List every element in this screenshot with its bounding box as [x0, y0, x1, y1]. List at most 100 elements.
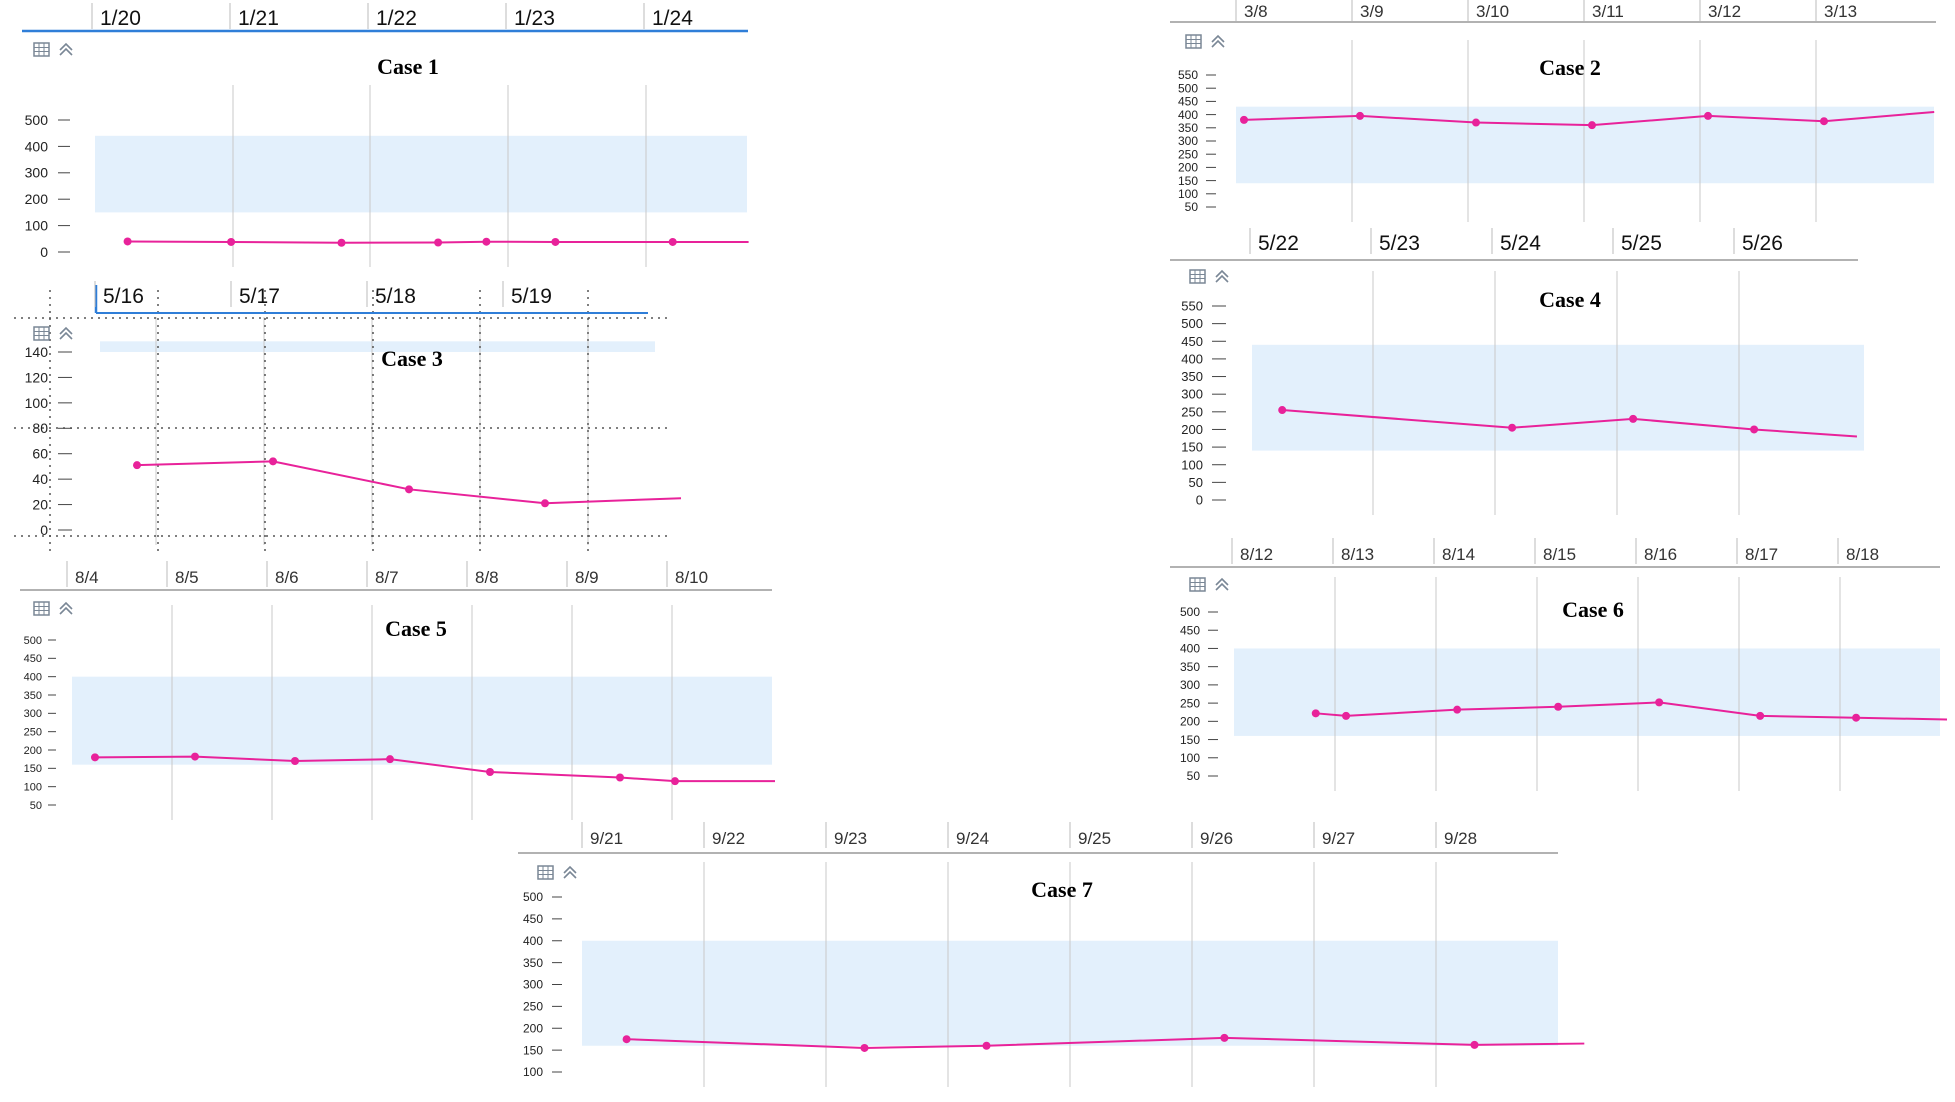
- table-icon[interactable]: [33, 326, 50, 341]
- case-1-data-point[interactable]: [227, 237, 236, 246]
- collapse-icon[interactable]: [563, 865, 577, 879]
- case-1-data-point[interactable]: [482, 237, 491, 246]
- case-2-data-point[interactable]: [1820, 117, 1828, 126]
- case-5-data-point[interactable]: [616, 773, 624, 782]
- case-4-data-point[interactable]: [1508, 423, 1517, 432]
- case-2-date-label: 3/10: [1476, 2, 1509, 21]
- case-5-data-point[interactable]: [291, 757, 299, 765]
- table-icon[interactable]: [33, 601, 50, 616]
- table-icon[interactable]: [33, 42, 50, 57]
- case-7-data-point[interactable]: [1220, 1033, 1229, 1042]
- case-6-date-label: 8/12: [1240, 545, 1273, 564]
- case-7-data-point[interactable]: [860, 1043, 869, 1052]
- case-3-date-label: 5/16: [103, 285, 144, 308]
- case-7-y-tick-label: 200: [523, 1021, 543, 1035]
- case-3-y-tick-label: 60: [32, 446, 48, 462]
- case-5-data-point[interactable]: [671, 777, 679, 786]
- case-4-y-tick-label: 300: [1181, 387, 1203, 402]
- table-icon[interactable]: [1185, 34, 1202, 49]
- case-2-data-point[interactable]: [1472, 118, 1480, 127]
- case-7-data-point[interactable]: [1470, 1040, 1479, 1049]
- collapse-icon[interactable]: [59, 42, 73, 56]
- case-6-y-tick-label: 50: [1187, 769, 1201, 783]
- collapse-icon[interactable]: [1215, 269, 1229, 283]
- case-1-date-label: 1/20: [100, 7, 141, 30]
- case-5-data-point[interactable]: [191, 752, 199, 761]
- case-1-y-tick-label: 100: [25, 218, 49, 234]
- table-icon[interactable]: [33, 326, 50, 341]
- case-1-data-point[interactable]: [123, 237, 132, 246]
- case-1-date-label: 1/24: [652, 7, 693, 30]
- table-icon[interactable]: [537, 865, 554, 880]
- case-3-data-point[interactable]: [541, 499, 549, 508]
- case-2-data-point[interactable]: [1356, 111, 1364, 120]
- case-2-y-tick-label: 450: [1178, 95, 1198, 109]
- case-6-data-point[interactable]: [1342, 711, 1351, 720]
- case-6-data-point[interactable]: [1756, 711, 1765, 720]
- collapse-icon[interactable]: [59, 601, 73, 615]
- case-7-y-tick-label: 250: [523, 1000, 543, 1014]
- table-icon[interactable]: [33, 42, 50, 57]
- case-4-y-tick-label: 0: [1196, 493, 1203, 508]
- table-icon[interactable]: [1189, 577, 1206, 592]
- case-6-data-point[interactable]: [1655, 698, 1664, 707]
- table-icon[interactable]: [1189, 577, 1206, 592]
- case-7-data-point[interactable]: [982, 1041, 991, 1050]
- case-2-y-tick-label: 50: [1185, 200, 1199, 214]
- case-2-data-point[interactable]: [1240, 115, 1248, 124]
- table-icon[interactable]: [537, 865, 554, 880]
- case-2-data-point[interactable]: [1704, 111, 1712, 120]
- case-2-data-point[interactable]: [1588, 121, 1596, 130]
- case-2-date-label: 3/11: [1592, 2, 1624, 21]
- case-3-data-point[interactable]: [133, 461, 141, 470]
- case-2-y-tick-label: 350: [1178, 121, 1198, 135]
- case-6-data-point[interactable]: [1311, 709, 1320, 718]
- case-4-data-point[interactable]: [1750, 425, 1759, 434]
- case-1-y-tick-label: 400: [25, 138, 49, 154]
- case-4-date-label: 5/22: [1258, 232, 1299, 255]
- case-5-data-point[interactable]: [386, 755, 394, 764]
- case-5-y-tick-label: 250: [24, 727, 42, 739]
- case-1-data-point[interactable]: [337, 238, 346, 247]
- case-3-data-point[interactable]: [269, 457, 277, 466]
- case-2-title: Case 2: [1539, 55, 1601, 80]
- case-2-date-label: 3/13: [1824, 2, 1857, 21]
- case-2-target-band: [1236, 106, 1934, 184]
- case-6-data-point[interactable]: [1852, 713, 1861, 722]
- collapse-icon[interactable]: [1211, 34, 1225, 48]
- case-1-data-point[interactable]: [551, 237, 560, 246]
- table-icon[interactable]: [33, 601, 50, 616]
- case-7-panel: 9/21 9/22 9/23 9/24 9/25 9/26 9/27 9/28 Case 7 10…: [518, 822, 1585, 1087]
- case-6-y-tick-label: 150: [1180, 733, 1200, 747]
- table-icon[interactable]: [1185, 34, 1202, 49]
- table-icon[interactable]: [1189, 269, 1206, 284]
- case-1-date-label: 1/21: [238, 7, 279, 30]
- case-4-date-label: 5/23: [1379, 232, 1420, 255]
- case-1-data-point[interactable]: [668, 237, 677, 246]
- table-icon[interactable]: [1189, 269, 1206, 284]
- case-4-y-tick-label: 200: [1181, 422, 1203, 437]
- case-5-data-point[interactable]: [486, 768, 494, 776]
- collapse-icon[interactable]: [59, 326, 73, 340]
- case-6-data-point[interactable]: [1453, 705, 1462, 714]
- case-6-y-tick-label: 350: [1180, 660, 1200, 674]
- case-4-y-tick-label: 250: [1181, 404, 1203, 419]
- case-7-data-point[interactable]: [622, 1035, 631, 1044]
- case-5-data-point[interactable]: [91, 753, 99, 762]
- case-6-data-point[interactable]: [1554, 702, 1563, 711]
- case-6-date-label: 8/14: [1442, 545, 1475, 564]
- case-1-data-point[interactable]: [434, 238, 443, 247]
- case-5-date-label: 8/6: [275, 568, 299, 587]
- collapse-icon[interactable]: [1215, 577, 1229, 591]
- case-3-glucose-line: [136, 460, 682, 505]
- case-3-data-point[interactable]: [405, 485, 413, 494]
- case-7-y-tick-label: 400: [523, 934, 543, 948]
- case-5-y-tick-label: 150: [24, 763, 42, 775]
- case-6-target-band: [1234, 648, 1940, 736]
- case-4-y-tick-label: 50: [1189, 475, 1203, 490]
- case-2-y-tick-label: 400: [1178, 108, 1198, 122]
- case-4-data-point[interactable]: [1278, 406, 1287, 415]
- case-2-y-tick-label: 250: [1178, 147, 1198, 161]
- case-4-panel: 5/22 5/23 5/24 5/25 5/26 Case 4 0 50 100 150 200 25…: [1170, 228, 1864, 515]
- case-4-data-point[interactable]: [1629, 414, 1638, 423]
